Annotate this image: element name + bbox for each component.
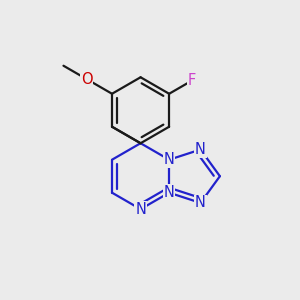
Text: N: N — [164, 185, 175, 200]
Text: F: F — [187, 74, 196, 88]
Text: N: N — [195, 142, 206, 157]
Text: N: N — [195, 195, 206, 210]
Text: N: N — [135, 202, 146, 217]
Text: O: O — [81, 72, 93, 87]
Text: N: N — [164, 152, 175, 167]
